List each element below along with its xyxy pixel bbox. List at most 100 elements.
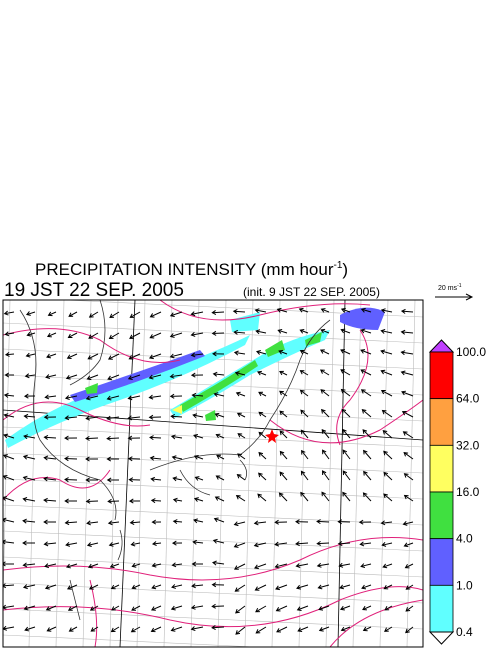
wind-arrow	[127, 395, 141, 401]
wind-arrow	[3, 433, 15, 439]
wind-arrow	[22, 475, 36, 481]
wind-arrow	[109, 563, 120, 569]
wind-arrow	[128, 477, 141, 483]
wind-arrow	[106, 435, 120, 441]
rain-area	[85, 383, 98, 394]
rain-area	[340, 307, 385, 330]
wind-arrow	[64, 435, 78, 441]
wind-arrow	[23, 393, 36, 399]
wind-arrow	[193, 518, 204, 524]
wind-arrow	[363, 449, 372, 460]
wind-arrow	[400, 370, 414, 376]
wind-arrow	[254, 584, 267, 591]
wind-arrow	[65, 541, 78, 547]
wind-arrow	[3, 583, 15, 589]
wind-arrow	[3, 392, 15, 398]
wind-arrow	[190, 311, 204, 317]
wind-arrow	[339, 605, 351, 611]
wind-arrow	[342, 428, 351, 439]
contour	[269, 399, 423, 444]
wind-arrow	[383, 471, 393, 481]
wind-arrow	[191, 561, 204, 567]
wind-arrow	[24, 626, 36, 632]
colorbar-segment	[429, 491, 454, 540]
wind-arrow	[64, 415, 78, 421]
title-text: PRECIPITATION INTENSITY (mm hour	[35, 260, 334, 279]
colorbar-label: 0.4	[456, 625, 473, 639]
wind-arrow	[88, 311, 99, 318]
wind-arrow	[107, 353, 120, 360]
wind-arrow	[320, 308, 330, 313]
wind-arrow	[279, 370, 288, 376]
coastline	[239, 459, 248, 481]
init-time: (init. 9 JST 22 SEP. 2005)	[243, 285, 380, 299]
wind-arrow	[191, 583, 204, 589]
wind-arrow	[65, 374, 78, 380]
wind-arrow	[316, 519, 330, 525]
contour	[3, 586, 423, 628]
wind-arrow	[170, 626, 183, 632]
wind-arrow	[3, 561, 15, 567]
colorbar-under	[428, 631, 455, 645]
wind-arrow	[151, 562, 162, 568]
wind-arrow	[127, 456, 141, 462]
wind-arrow	[258, 411, 267, 418]
grid-line	[3, 556, 423, 578]
wind-arrow	[402, 431, 414, 439]
wind-arrow	[130, 541, 141, 547]
wind-arrow	[85, 395, 99, 401]
wind-arrow	[193, 454, 204, 460]
grid-line	[3, 452, 423, 474]
wind-arrow	[363, 470, 372, 481]
wind-arrow	[23, 434, 36, 440]
wind-arrow	[148, 353, 162, 360]
wind-arrow	[131, 605, 141, 611]
wind-arrow	[383, 584, 393, 590]
rain-area	[205, 410, 216, 421]
wind-arrow	[193, 433, 204, 439]
wind-arrow	[299, 329, 309, 334]
coastline	[19, 309, 117, 521]
coastline	[117, 529, 123, 561]
wind-arrow	[43, 414, 57, 420]
colorbar-label: 4.0	[456, 532, 473, 546]
wind-arrow	[258, 472, 267, 481]
wind-arrow	[170, 413, 183, 419]
wind-arrow	[127, 374, 141, 381]
wind-arrow	[170, 605, 183, 611]
wind-arrow	[212, 560, 225, 566]
wind-arrow	[22, 540, 36, 546]
wind-arrow	[107, 498, 120, 504]
wind-arrow	[383, 493, 393, 502]
wind-arrow	[66, 353, 78, 359]
wind-arrow	[337, 541, 351, 547]
wind-arrow	[403, 494, 414, 502]
wind-arrow	[295, 519, 309, 525]
colorbar-segment	[429, 584, 454, 633]
wind-arrow	[405, 626, 414, 634]
wind-arrow	[85, 477, 99, 483]
wind-arrow	[129, 311, 141, 318]
wind-arrow	[216, 454, 225, 460]
wind-arrow	[64, 395, 78, 401]
wind-arrow	[44, 584, 57, 590]
wind-arrow	[66, 584, 78, 590]
grid-line	[244, 300, 254, 647]
wind-arrow	[300, 409, 309, 418]
wind-arrow	[150, 605, 162, 611]
wind-arrow	[4, 331, 15, 337]
wind-arrow	[236, 412, 246, 418]
wind-arrow	[300, 491, 309, 502]
wind-arrow	[46, 626, 57, 632]
wind-arrow	[340, 626, 351, 632]
wind-arrow	[278, 349, 288, 355]
wind-arrow	[338, 562, 351, 568]
wind-arrow	[254, 308, 267, 314]
wind-arrow	[45, 374, 57, 379]
wind-arrow	[405, 584, 414, 590]
wind-arrow	[25, 352, 36, 358]
wind-arrow	[298, 307, 309, 313]
wind-arrow	[214, 412, 225, 418]
wind-arrow	[274, 541, 288, 547]
